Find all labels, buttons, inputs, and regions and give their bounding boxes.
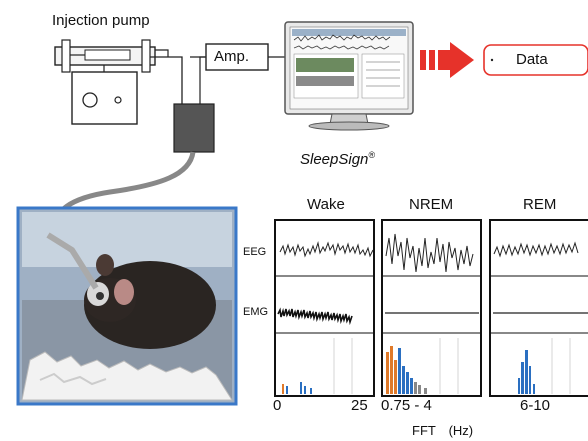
commutator-amp-line xyxy=(199,56,206,108)
state-label-wake: Wake xyxy=(307,196,345,213)
mouse-cage-photo xyxy=(16,206,238,406)
state-label-nrem: NREM xyxy=(409,196,454,213)
emg-label: EMG xyxy=(243,306,269,318)
sleepsign-label: SleepSign® xyxy=(300,150,375,168)
wake-fft-min: 0 xyxy=(273,397,282,414)
wake-emg-trace xyxy=(277,307,353,326)
nrem-panel xyxy=(381,219,482,397)
wake-eeg-trace xyxy=(279,241,374,258)
tubing-line xyxy=(150,56,183,104)
data-label: Data xyxy=(516,51,548,68)
data-arrow xyxy=(420,42,474,78)
wake-panel xyxy=(274,219,375,397)
pump-amp-line xyxy=(155,49,205,58)
injection-pump-label: Injection pump xyxy=(52,12,150,29)
data-dot xyxy=(490,58,494,62)
monitor-icon xyxy=(284,21,414,131)
sleepsign-mark: ® xyxy=(368,150,376,160)
sleepsign-name: SleepSign xyxy=(300,151,369,168)
nrem-fft-range: 0.75 - 4 xyxy=(381,397,432,414)
amp-label: Amp. xyxy=(214,48,250,65)
data-box xyxy=(483,44,588,76)
nrem-eeg-trace xyxy=(385,233,474,273)
rem-panel xyxy=(489,219,588,397)
fft-axis-label: FFT (Hz) xyxy=(412,423,474,438)
state-label-rem: REM xyxy=(523,196,557,213)
rem-eeg-trace xyxy=(493,241,579,258)
commutator-box xyxy=(173,103,215,153)
wake-fft-max: 25 xyxy=(351,397,368,414)
eeg-label: EEG xyxy=(243,246,267,258)
rem-fft-range: 6-10 xyxy=(520,397,551,414)
injection-pump-icon xyxy=(54,39,156,125)
amp-box xyxy=(205,43,269,71)
